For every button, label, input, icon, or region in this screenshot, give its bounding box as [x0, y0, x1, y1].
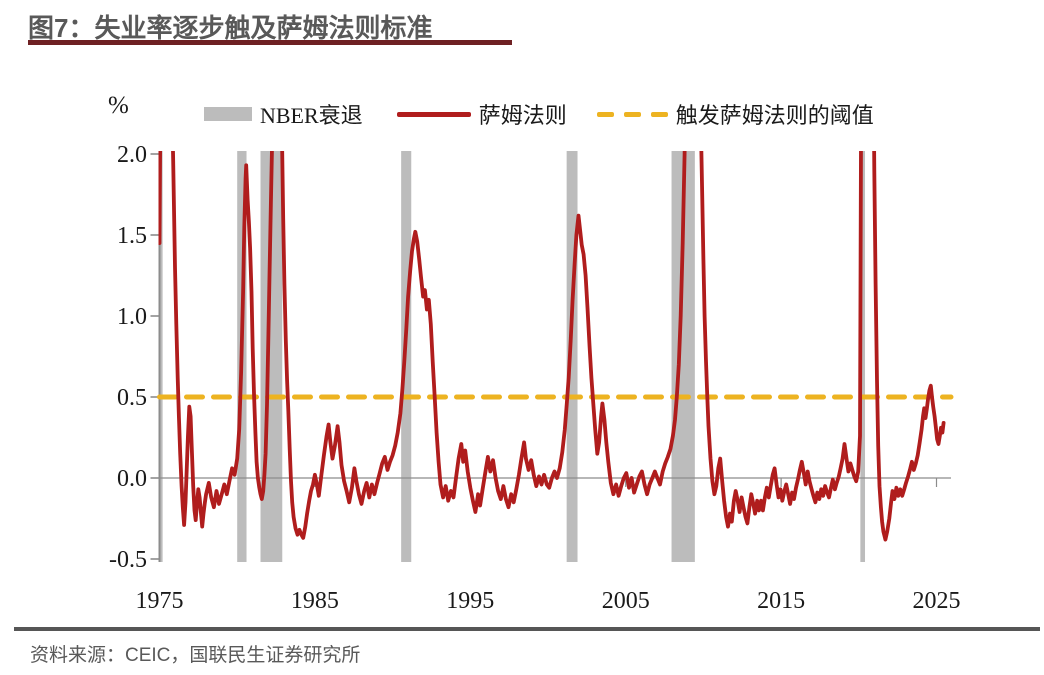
y-tick-label: 0.0	[117, 466, 147, 492]
recession-band	[860, 151, 866, 562]
x-tick-label: 1975	[136, 588, 184, 614]
x-tick-label: 2025	[913, 588, 961, 614]
footer-divider	[14, 627, 1040, 631]
recession-band-swatch	[204, 107, 252, 121]
source-note: 资料来源：CEIC，国联民生证券研究所	[30, 645, 361, 666]
x-tick-label: 2015	[757, 588, 805, 614]
figure-title: 图7：失业率逐步触及萨姆法则标准	[28, 13, 433, 43]
legend-label-sahm: 萨姆法则	[478, 103, 567, 128]
recession-band	[566, 151, 578, 562]
chart-legend: NBER衰退 萨姆法则 触发萨姆法则的阈值	[204, 98, 874, 130]
y-tick-label: 0.5	[117, 385, 147, 411]
legend-label-threshold: 触发萨姆法则的阈值	[675, 103, 874, 128]
x-tick-label: 2005	[602, 588, 650, 614]
y-tick-label: 2.0	[117, 142, 147, 168]
y-tick-label: -0.5	[109, 547, 147, 573]
y-tick-label: 1.0	[117, 304, 147, 330]
x-tick-label: 1985	[291, 588, 339, 614]
legend-label-recession: NBER衰退	[260, 103, 363, 128]
y-axis-unit-label: %	[108, 92, 129, 119]
sahm-rule-line	[158, 151, 946, 542]
y-tick-label: 1.5	[117, 223, 147, 249]
title-underline	[28, 40, 512, 45]
threshold-dash-swatch	[596, 111, 668, 117]
recession-band	[158, 151, 163, 562]
x-tick-label: 1995	[446, 588, 494, 614]
sahm-line-swatch	[396, 111, 471, 117]
recession-band	[671, 151, 695, 562]
